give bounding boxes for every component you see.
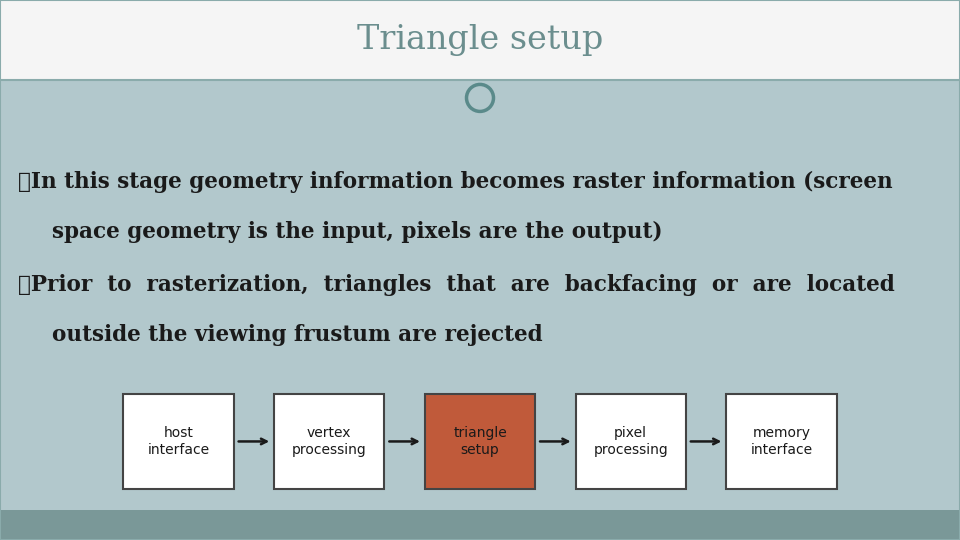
Bar (575, 394, 685, 489)
Bar (424, 394, 536, 489)
Text: outside the viewing frustum are rejected: outside the viewing frustum are rejected (52, 324, 542, 346)
Text: ❖Prior  to  rasterization,  triangles  that  are  backfacing  or  are  located: ❖Prior to rasterization, triangles that … (18, 274, 895, 296)
Bar (0, 0, 960, 80)
Bar (275, 394, 384, 489)
Bar (0, 510, 960, 540)
Text: host
interface: host interface (148, 427, 209, 456)
Text: space geometry is the input, pixels are the output): space geometry is the input, pixels are … (52, 221, 662, 243)
Text: memory
interface: memory interface (751, 427, 812, 456)
Bar (726, 394, 836, 489)
Text: Triangle setup: Triangle setup (357, 24, 603, 56)
Text: vertex
processing: vertex processing (292, 427, 367, 456)
Bar (123, 394, 234, 489)
Text: ❖In this stage geometry information becomes raster information (screen: ❖In this stage geometry information beco… (18, 171, 893, 193)
Text: pixel
processing: pixel processing (593, 427, 668, 456)
Text: triangle
setup: triangle setup (453, 427, 507, 456)
